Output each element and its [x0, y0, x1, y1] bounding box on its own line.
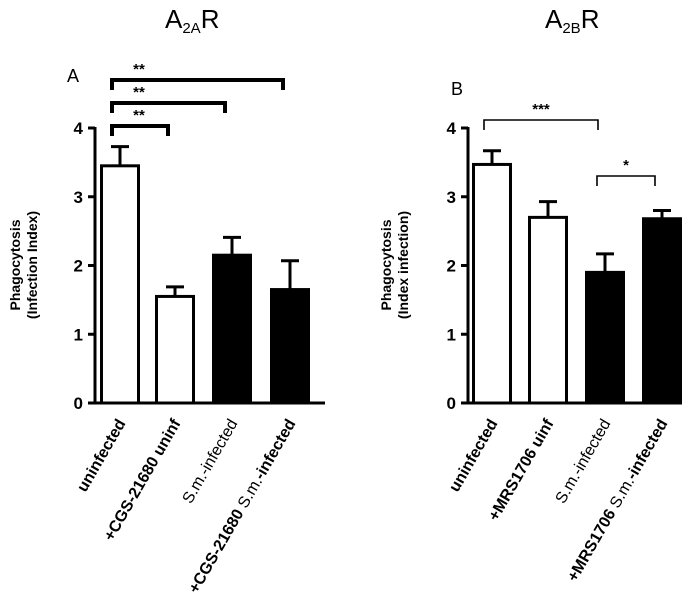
- significance-bracket: [110, 101, 227, 113]
- y-tick-label: 1: [74, 325, 83, 344]
- bar: [528, 215, 568, 405]
- svg-text:(Infection Index): (Infection Index): [24, 211, 40, 319]
- y-tick-label: 3: [447, 188, 456, 207]
- y-tick-label: 2: [447, 257, 456, 276]
- x-tick-label: uninfected: [74, 417, 129, 496]
- significance-label: *: [623, 157, 629, 174]
- x-tick-label: uninfected: [446, 417, 501, 496]
- panel-b-title: A2BR: [545, 4, 599, 37]
- y-tick-label: 0: [74, 394, 83, 413]
- svg-text:Phagocytosis: Phagocytosis: [7, 219, 23, 310]
- x-tick-label: S.m.-infected: [180, 417, 242, 507]
- x-tick-label: +MRS1706 S.m.-infected: [564, 417, 671, 585]
- panel-a: A2AR A Phagocytosis (Infection Index) 0 1…: [7, 4, 325, 596]
- svg-text:Phagocytosis: Phagocytosis: [378, 219, 394, 310]
- bar: [642, 217, 682, 405]
- bar: [472, 162, 512, 405]
- y-tick-label: 1: [447, 325, 456, 344]
- panel-a-ylabel: Phagocytosis (Infection Index): [7, 211, 40, 319]
- significance-label: **: [133, 107, 145, 124]
- panel-a-label: A: [67, 66, 79, 86]
- significance-label: **: [133, 84, 145, 101]
- y-tick-label: 0: [447, 394, 456, 413]
- svg-text:(Index infection): (Index infection): [395, 211, 411, 319]
- significance-label: **: [133, 61, 145, 78]
- panel-b: A2BR B Phagocytosis (Index infection) 0 1…: [378, 4, 682, 585]
- bar: [270, 288, 310, 405]
- x-tick-label: S.m.-infected: [553, 417, 615, 507]
- y-tick-label: 2: [74, 257, 83, 276]
- significance-bracket: [596, 175, 656, 186]
- bar: [212, 253, 252, 405]
- bar: [100, 164, 140, 405]
- significance-bracket: [483, 119, 599, 130]
- y-tick-label: 3: [74, 188, 83, 207]
- panel-b-ylabel: Phagocytosis (Index infection): [378, 211, 411, 319]
- panel-a-title: A2AR: [165, 4, 219, 37]
- panel-b-label: B: [451, 79, 463, 99]
- significance-bracket: [110, 124, 170, 136]
- y-tick-label: 4: [447, 119, 457, 138]
- significance-label: ***: [532, 101, 550, 118]
- bar: [155, 294, 195, 405]
- y-tick-label: 4: [74, 119, 84, 138]
- bar: [585, 270, 625, 405]
- significance-bracket: [110, 78, 285, 90]
- x-tick-label: +CGS-21680 S.m.-infected: [186, 417, 300, 597]
